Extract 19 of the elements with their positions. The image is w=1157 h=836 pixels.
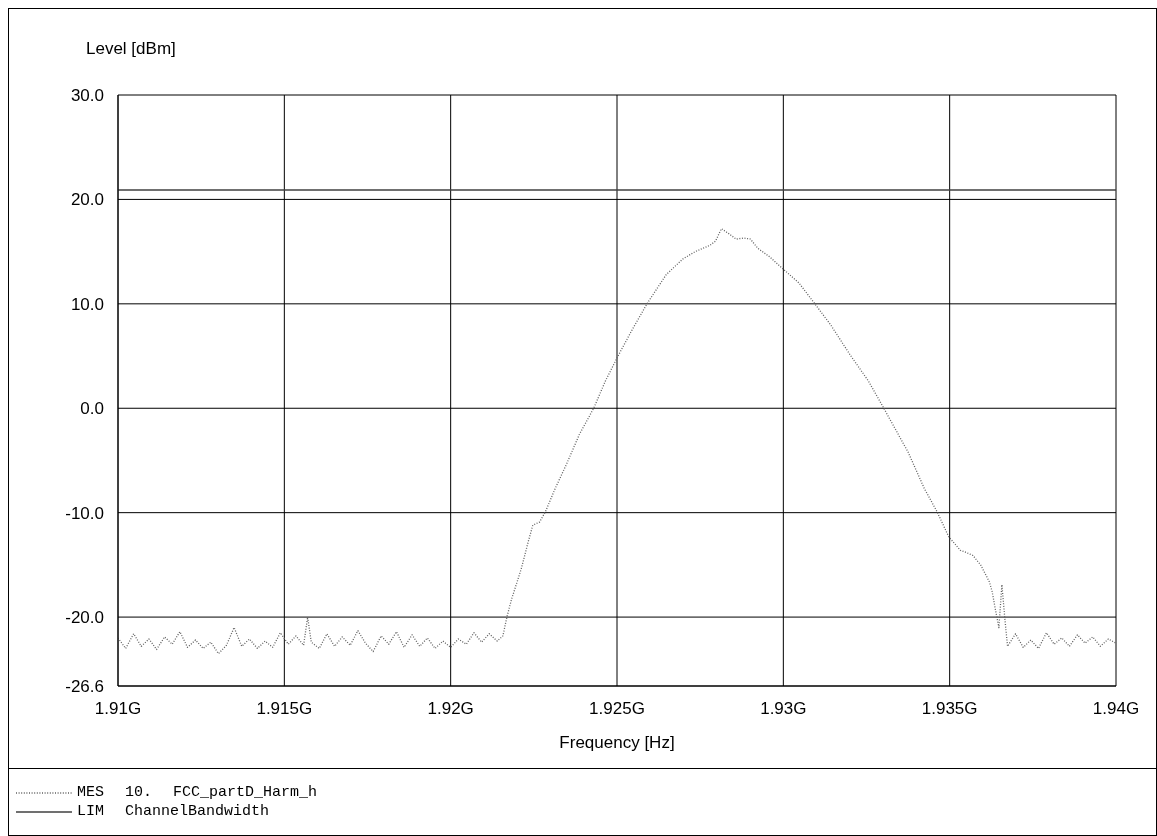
y-tick-label: 0.0 (80, 399, 104, 419)
x-tick-label: 1.935G (921, 699, 978, 719)
x-tick-label: 1.915G (256, 699, 313, 719)
x-tick-label: 1.925G (589, 699, 645, 719)
x-tick-label: 1.94G (1092, 699, 1140, 719)
x-tick-label: 1.91G (94, 699, 142, 719)
legend-label: LIM ChannelBandwidth (77, 803, 270, 820)
legend-label: MES 10. FCC_partD_Harm_h (77, 784, 318, 801)
x-tick-label: 1.93G (760, 699, 807, 719)
y-tick-label: -20.0 (65, 608, 104, 628)
y-tick-label: -10.0 (65, 503, 104, 523)
y-axis-title: Level [dBm] (86, 39, 176, 59)
y-tick-label: 30.0 (70, 86, 104, 106)
x-axis-title: Frequency [Hz] (558, 733, 676, 753)
x-tick-label: 1.92G (427, 699, 474, 719)
y-tick-label: -26.6 (65, 677, 104, 697)
line-series (118, 228, 1116, 655)
y-tick-label: 20.0 (70, 190, 104, 210)
y-tick-label: 10.0 (70, 294, 104, 314)
